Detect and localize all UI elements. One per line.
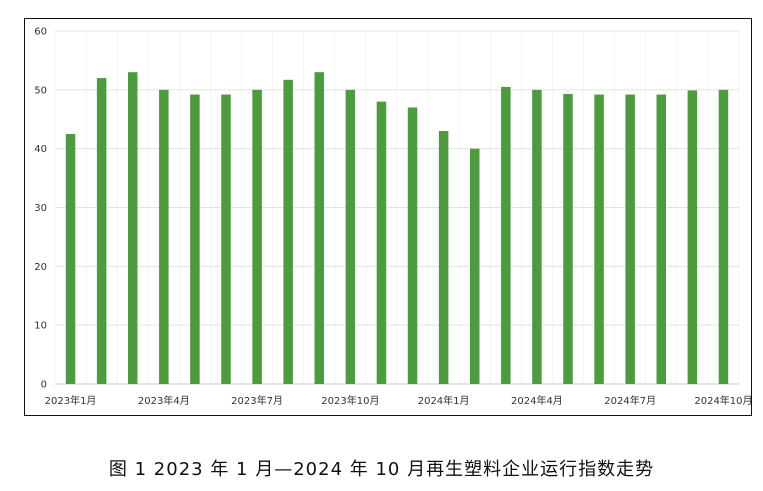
x-tick-label: 2024年10月: [694, 394, 751, 407]
grid-lines: [54, 30, 740, 385]
y-tick-label: 30: [34, 203, 47, 214]
bar-2023年3月: [127, 72, 138, 384]
bar-2023年6月: [221, 94, 231, 384]
x-tick-label: 2024年7月: [604, 394, 656, 407]
figure-caption: 图 1 2023 年 1 月—2024 年 10 月再生塑料企业运行指数走势: [108, 459, 655, 480]
bar-2024年3月: [501, 86, 511, 385]
bar-2024年1月: [438, 131, 449, 384]
bar-2023年7月: [252, 89, 262, 384]
bar-2024年5月: [563, 93, 573, 385]
y-tick-label: 20: [34, 262, 47, 273]
bar-2023年9月: [314, 72, 325, 384]
bar-2023年12月: [407, 107, 418, 384]
bar-2024年10月: [718, 89, 729, 384]
y-tick-label: 40: [34, 144, 47, 155]
x-tick-labels: 2023年1月 2023年4月 2023年7月 2023年10月 2024年1月 2024…: [45, 394, 751, 407]
bar-2023年5月: [190, 94, 200, 384]
bar-2024年8月: [656, 94, 667, 384]
bar-2024年4月: [532, 89, 542, 384]
x-tick-label: 2024年4月: [511, 394, 563, 407]
x-tick-label: 2024年1月: [418, 394, 470, 407]
x-tick-label: 2023年4月: [138, 394, 190, 407]
bar-2023年11月: [376, 101, 387, 384]
y-tick-label: 60: [34, 27, 47, 38]
bars: [65, 72, 729, 385]
y-tick-label: 0: [41, 380, 47, 391]
chart-frame: 0 10 20 30 40 50 60 2023年1月 2023年4月 2023年7月 2023年…: [24, 18, 752, 416]
bar-2023年4月: [159, 89, 169, 384]
bar-2024年7月: [625, 94, 635, 384]
bar-2024年6月: [594, 94, 604, 384]
x-tick-label: 2023年7月: [231, 394, 283, 407]
y-tick-label: 50: [34, 85, 47, 96]
bar-2023年2月: [96, 78, 107, 385]
x-tick-label: 2023年10月: [321, 394, 379, 407]
bar-2024年9月: [687, 90, 698, 385]
bar-2023年8月: [283, 79, 293, 384]
bar-2023年10月: [345, 89, 356, 384]
y-tick-labels: 0 10 20 30 40 50 60: [34, 27, 47, 391]
x-tick-label: 2023年1月: [45, 394, 97, 407]
bar-2023年1月: [65, 133, 76, 384]
y-tick-label: 10: [34, 321, 47, 332]
bar-2024年2月: [469, 148, 480, 384]
